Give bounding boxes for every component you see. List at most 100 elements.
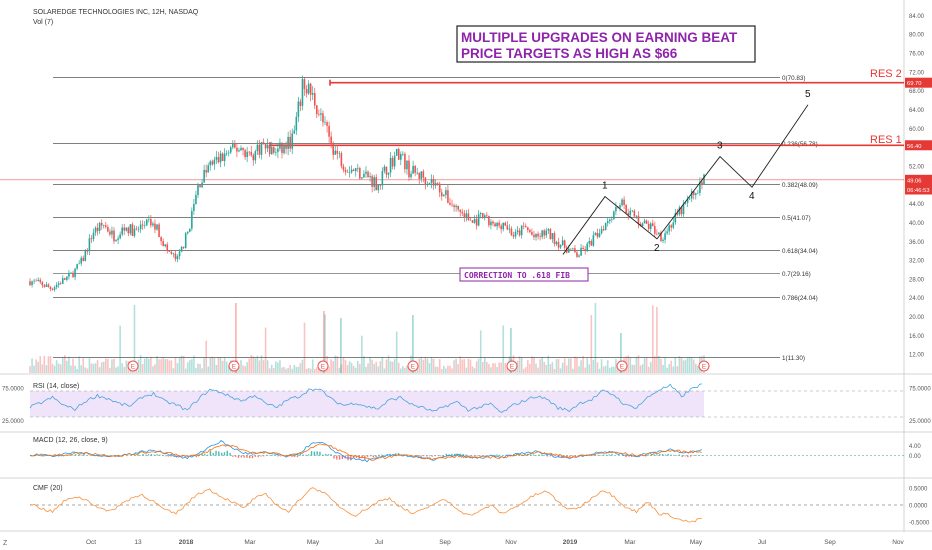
- earnings-marker: [317, 360, 329, 372]
- candle-body: [434, 183, 437, 186]
- candle-body: [219, 153, 222, 163]
- volume-bar: [377, 366, 380, 373]
- fib-level-label: 0.7(29.16): [782, 271, 811, 278]
- volume-bar: [205, 340, 207, 373]
- volume-bar: [453, 360, 455, 373]
- candle-body: [350, 169, 353, 173]
- candle-body: [264, 143, 267, 149]
- volume-bar: [270, 364, 273, 373]
- earnings-marker: [228, 360, 240, 372]
- candle-body: [178, 251, 181, 257]
- candle-body: [344, 169, 347, 172]
- candle-body: [406, 160, 408, 170]
- candle-body: [279, 142, 281, 149]
- volume-bar: [455, 358, 457, 373]
- volume-bar: [391, 361, 394, 373]
- candle-body: [305, 89, 308, 94]
- candle-body: [131, 224, 134, 236]
- candle-body: [86, 250, 89, 252]
- volume-bar: [98, 367, 101, 373]
- volume-bar: [266, 360, 269, 373]
- volume-bar: [522, 368, 525, 373]
- macd-histogram-bar: [549, 455, 551, 457]
- price-candles: [29, 75, 705, 292]
- pane-tick-label: 75.0000: [909, 386, 931, 392]
- candle-body: [404, 153, 406, 170]
- volume-bar: [375, 361, 378, 373]
- candle-body: [262, 142, 265, 144]
- price-axis[interactable]: 84.0080.0076.0072.0068.0064.0060.0056.00…: [905, 14, 932, 527]
- macd-histogram-bar: [254, 455, 257, 457]
- cmf-title: CMF (20): [33, 485, 63, 492]
- candle-body: [459, 209, 462, 212]
- correction-box[interactable]: [459, 267, 589, 282]
- macd-histogram-bar: [428, 455, 431, 457]
- volume-bar: [506, 365, 509, 373]
- volume-bar: [305, 368, 308, 373]
- volume-bar: [31, 358, 33, 373]
- macd-histogram-bar: [687, 455, 689, 458]
- volume-bar: [148, 359, 150, 373]
- candle-body: [682, 203, 685, 215]
- candle-body: [340, 153, 343, 167]
- macd-histogram-bar: [594, 454, 596, 456]
- volume-bar: [133, 304, 136, 373]
- macd-histogram-bar: [338, 455, 341, 460]
- pane-tick-label: 4.00: [909, 444, 921, 450]
- macd-histogram-bar: [673, 454, 675, 456]
- candle-body: [203, 169, 205, 183]
- volume-bars: [29, 302, 705, 373]
- macd-histogram-bar: [482, 455, 484, 457]
- macd-histogram-bar: [448, 454, 450, 456]
- macd-histogram-bar: [324, 453, 327, 456]
- candle-body: [348, 172, 351, 173]
- macd-histogram-bar: [60, 455, 63, 457]
- volume-bar: [41, 364, 44, 373]
- headline-box[interactable]: [456, 25, 756, 63]
- candle-body: [395, 148, 398, 156]
- volume-bar: [158, 359, 160, 373]
- volume-bar: [608, 367, 611, 373]
- time-tick-label: Nov: [505, 539, 517, 546]
- time-axis[interactable]: Oct 13 2018 Mar May Jul Sep Nov 2019 Mar May Jul Sep…: [86, 539, 905, 546]
- candle-body: [154, 223, 156, 230]
- candle-body: [361, 177, 363, 179]
- volume-bar: [483, 357, 486, 373]
- volume-bar: [654, 356, 656, 373]
- volume-bar: [666, 367, 668, 373]
- candle-body: [39, 279, 42, 283]
- volume-bar: [172, 368, 175, 373]
- elliott-wave-projection[interactable]: 1 2 3 4 5: [562, 89, 811, 255]
- candle-body: [426, 184, 429, 185]
- candle-body: [156, 224, 158, 230]
- correction-label: CORRECTION TO .618 FIB: [464, 271, 570, 280]
- macd-histogram-bar: [265, 454, 268, 456]
- volume-bar: [80, 365, 83, 373]
- volume-bar: [47, 356, 50, 373]
- volume-bar: [262, 360, 265, 373]
- candle-body: [578, 255, 580, 257]
- volume-bar: [193, 355, 195, 373]
- volume-bar: [299, 363, 302, 373]
- candle-body: [465, 213, 468, 218]
- volume-bar: [676, 366, 679, 373]
- zoom-icon[interactable]: Z: [3, 540, 8, 547]
- volume-bar: [481, 361, 484, 373]
- macd-histogram-bar: [153, 454, 155, 456]
- time-tick-label: 2019: [563, 539, 578, 546]
- volume-bar: [361, 335, 363, 373]
- volume-bar: [45, 365, 48, 373]
- macd-histogram-bar: [667, 453, 669, 456]
- volume-bar: [527, 360, 529, 373]
- macd-histogram-bar: [341, 455, 344, 460]
- candle-body: [303, 79, 306, 90]
- candle-body: [205, 169, 207, 173]
- candle-body: [143, 225, 146, 226]
- macd-histogram-bar: [574, 455, 577, 457]
- candle-body: [137, 228, 140, 230]
- volume-bar: [139, 355, 142, 373]
- volume-bar: [475, 361, 478, 373]
- resistance-lines[interactable]: [0, 79, 904, 181]
